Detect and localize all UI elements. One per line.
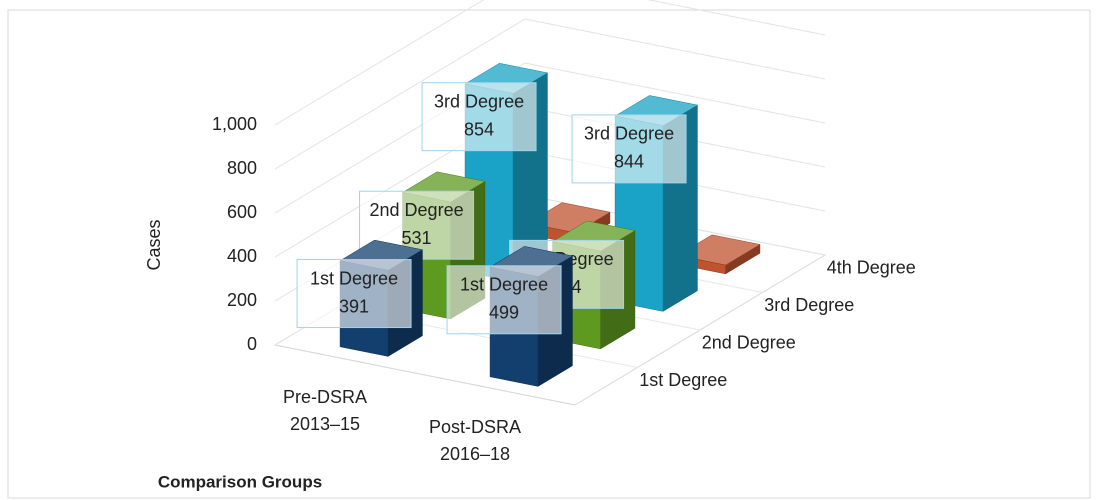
grid-line: [274, 62, 826, 214]
data-label-box: [446, 265, 562, 335]
x-tick-label: Post-DSRA: [429, 417, 521, 437]
data-label-name: 2nd Degree: [370, 200, 464, 220]
y-tick-label: 0: [247, 334, 257, 354]
data-label-box: [296, 259, 412, 329]
data-label-value: 854: [464, 119, 494, 139]
y-tick-label: 400: [227, 246, 257, 266]
grid-line: [274, 0, 826, 126]
data-label-box: [571, 114, 687, 184]
data-label-name: 3rd Degree: [434, 91, 524, 111]
y-axis-title: Cases: [144, 219, 164, 270]
data-label-name: 3rd Degree: [584, 124, 674, 144]
x-tick-label: Pre-DSRA: [283, 387, 367, 407]
depth-label: 2nd Degree: [702, 333, 796, 353]
depth-label: 4th Degree: [827, 258, 916, 278]
x-axis-title: Comparison Groups: [158, 472, 322, 491]
y-tick-label: 200: [227, 290, 257, 310]
data-label-value: 391: [339, 296, 369, 316]
depth-label: 1st Degree: [639, 370, 727, 390]
y-tick-label: 600: [227, 202, 257, 222]
data-label-name: 1st Degree: [460, 275, 548, 295]
category-axis: [274, 344, 576, 406]
y-tick-label: 1,000: [212, 114, 257, 134]
x-tick-label: 2016–18: [440, 444, 510, 464]
data-label-value: 844: [614, 152, 644, 172]
data-label-box: [421, 82, 537, 152]
data-label-value: 499: [489, 303, 519, 323]
grid-line: [274, 18, 826, 170]
data-label-value: 531: [402, 228, 432, 248]
depth-label: 3rd Degree: [764, 295, 854, 315]
data-label-name: 1st Degree: [310, 268, 398, 288]
y-tick-label: 800: [227, 158, 257, 178]
x-tick-label: 2013–15: [290, 414, 360, 434]
bar: [676, 234, 761, 275]
